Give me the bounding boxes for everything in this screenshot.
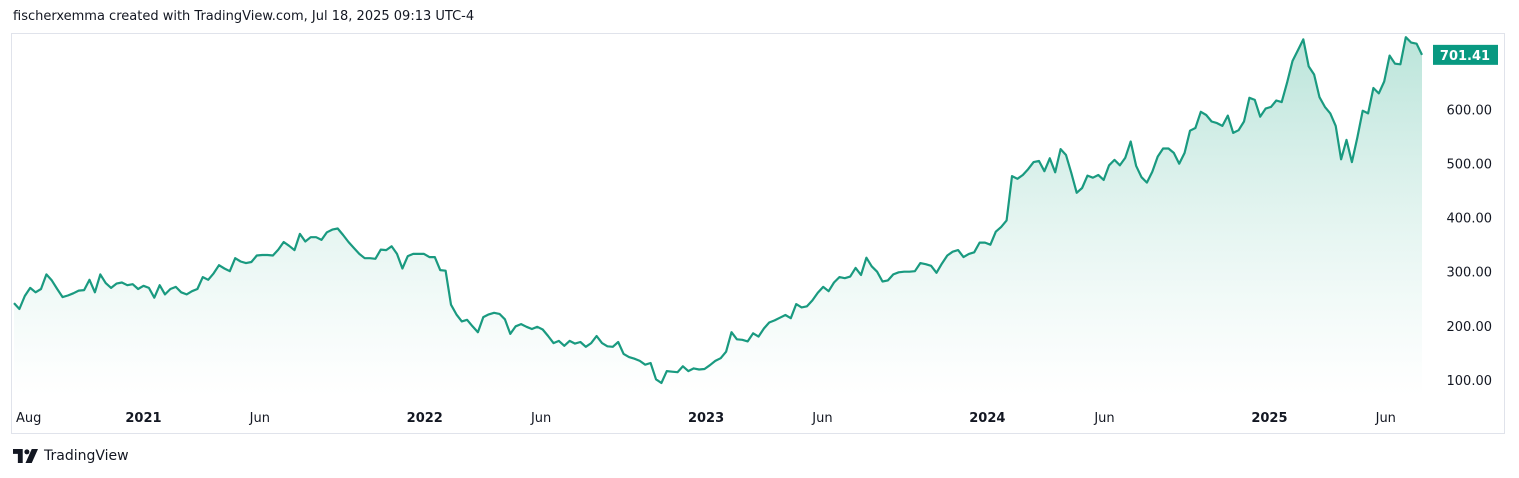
x-axis-tick-label: 2021 <box>125 411 161 426</box>
x-axis-tick-label: Jun <box>249 411 270 426</box>
price-area-fill <box>14 37 1422 396</box>
x-axis-tick-label: 2022 <box>407 411 443 426</box>
x-axis-tick-label: Aug <box>16 411 41 426</box>
x-axis-tick-label: Jun <box>811 411 832 426</box>
price-series-line[interactable] <box>13 36 1423 385</box>
x-axis-tick-label: 2024 <box>969 411 1005 426</box>
x-axis-tick-label: Jun <box>1375 411 1396 426</box>
y-axis-tick-label: 400.00 <box>1447 212 1493 227</box>
y-axis-tick-label: 300.00 <box>1447 266 1493 281</box>
x-axis-tick-label: 2025 <box>1251 411 1287 426</box>
last-price-badge <box>1433 44 1498 65</box>
y-axis-tick-label: 200.00 <box>1447 320 1493 335</box>
x-axis-tick-label: 2023 <box>688 411 724 426</box>
chart-attribution: fischerxemma created with TradingView.co… <box>13 9 475 24</box>
y-axis-tick-label: 500.00 <box>1447 158 1493 173</box>
tradingview-footer[interactable]: TradingView <box>13 448 129 464</box>
x-axis-tick-label: Jun <box>1093 411 1114 426</box>
tradingview-logo-icon <box>13 449 38 463</box>
chart-frame[interactable]: 100.00 200.00 300.00 400.00 500.00 600.00 Aug… <box>11 33 1505 434</box>
price-chart[interactable]: 100.00 200.00 300.00 400.00 500.00 600.00 Aug… <box>12 34 1506 435</box>
y-axis-tick-label: 600.00 <box>1447 104 1493 119</box>
tradingview-brand-text: TradingView <box>44 448 129 464</box>
x-axis-tick-label: Jun <box>530 411 551 426</box>
last-price-label: 701.41 <box>1440 49 1490 64</box>
y-axis-tick-label: 100.00 <box>1447 374 1493 389</box>
